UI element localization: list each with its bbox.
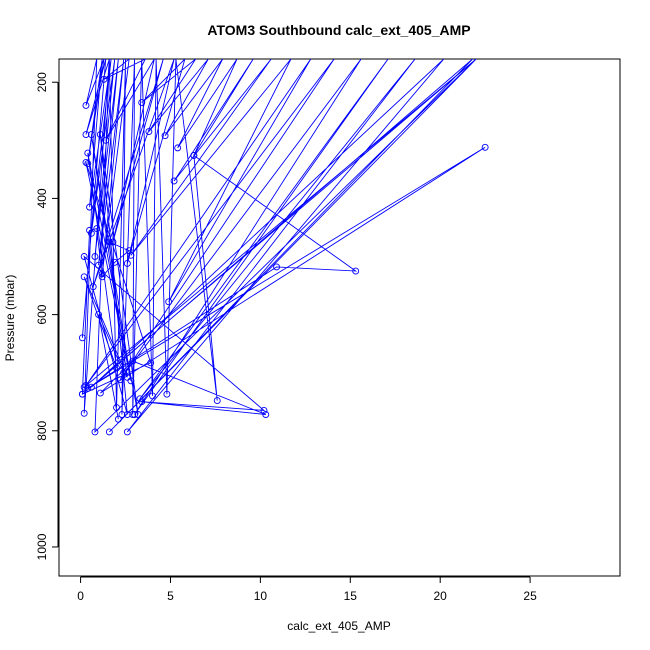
- data-point: [161, 132, 169, 140]
- data-point: [125, 247, 133, 255]
- data-point: [273, 263, 281, 271]
- y-axis: 200 400 600 800 1000: [35, 72, 59, 560]
- data-point: [111, 258, 119, 266]
- data-point: [113, 404, 120, 411]
- data-point: [129, 357, 137, 365]
- data-point: [165, 298, 173, 306]
- data-point: [163, 390, 171, 398]
- x-tick-label: 15: [344, 589, 358, 603]
- data-point: [134, 411, 142, 418]
- data-point: [213, 397, 221, 405]
- series-line: [81, 59, 486, 434]
- data-point: [80, 273, 88, 281]
- data-point: [89, 283, 97, 291]
- data-point: [84, 149, 92, 157]
- data-point: [262, 411, 270, 418]
- data-point: [87, 383, 95, 391]
- data-point: [174, 144, 182, 152]
- data-point: [87, 131, 95, 138]
- data-point: [190, 151, 198, 159]
- data-point: [82, 131, 90, 138]
- data-point: [109, 238, 117, 246]
- x-tick-label: 25: [523, 589, 537, 603]
- data-point: [131, 411, 138, 418]
- data-point: [123, 411, 131, 418]
- data-point: [170, 177, 178, 185]
- data-point: [129, 411, 137, 418]
- data-point: [481, 143, 489, 151]
- data-point: [86, 203, 94, 211]
- data-point: [118, 411, 126, 418]
- data-point: [100, 75, 108, 83]
- data-point: [113, 364, 120, 372]
- data-point: [127, 251, 135, 259]
- data-point: [78, 334, 86, 342]
- data-point: [123, 428, 131, 436]
- data-point: [145, 128, 153, 136]
- data-point: [123, 260, 131, 267]
- data-point: [352, 267, 360, 275]
- data-point: [120, 369, 128, 377]
- data-point: [98, 273, 106, 281]
- data-point: [138, 99, 146, 107]
- data-point: [91, 253, 99, 260]
- data-point: [95, 261, 103, 269]
- x-axis: 0 5 10 15 20 25: [77, 576, 537, 603]
- data-point: [91, 428, 99, 436]
- data-point: [147, 359, 155, 367]
- chart-title: ATOM3 Southbound calc_ext_405_AMP: [207, 22, 470, 38]
- data-point: [260, 406, 268, 414]
- data-point: [105, 428, 113, 436]
- x-tick-label: 10: [254, 589, 268, 603]
- data-point: [80, 253, 88, 260]
- y-tick-label: 600: [35, 304, 49, 324]
- data-point: [84, 160, 92, 168]
- data-point: [80, 409, 88, 417]
- data-point: [149, 392, 156, 400]
- data-point: [123, 373, 131, 381]
- y-tick-label: 400: [35, 188, 49, 208]
- data-point: [80, 383, 88, 391]
- data-point: [114, 415, 122, 423]
- x-tick-label: 5: [167, 589, 174, 603]
- data-point: [82, 102, 90, 109]
- data-point: [95, 311, 103, 319]
- y-axis-label: Pressure (mbar): [3, 275, 17, 362]
- data-point: [96, 389, 104, 397]
- plot-frame: [58, 58, 621, 577]
- data-point: [127, 377, 135, 385]
- x-tick-label: 0: [77, 589, 84, 603]
- data-point: [78, 390, 86, 398]
- data-point: [86, 226, 94, 234]
- plot-area: [78, 59, 489, 436]
- data-point: [98, 270, 106, 278]
- y-tick-label: 200: [35, 72, 49, 92]
- x-tick-label: 20: [434, 589, 448, 603]
- data-point: [105, 238, 113, 246]
- data-point: [82, 158, 90, 166]
- x-axis-label: calc_ext_405_AMP: [287, 619, 390, 633]
- data-point: [116, 376, 124, 384]
- data-point: [93, 225, 101, 233]
- y-tick-label: 800: [35, 420, 49, 440]
- data-point: [102, 136, 110, 144]
- y-tick-label: 1000: [35, 533, 49, 560]
- data-point: [84, 384, 92, 392]
- data-point: [96, 131, 104, 138]
- data-point: [138, 398, 146, 406]
